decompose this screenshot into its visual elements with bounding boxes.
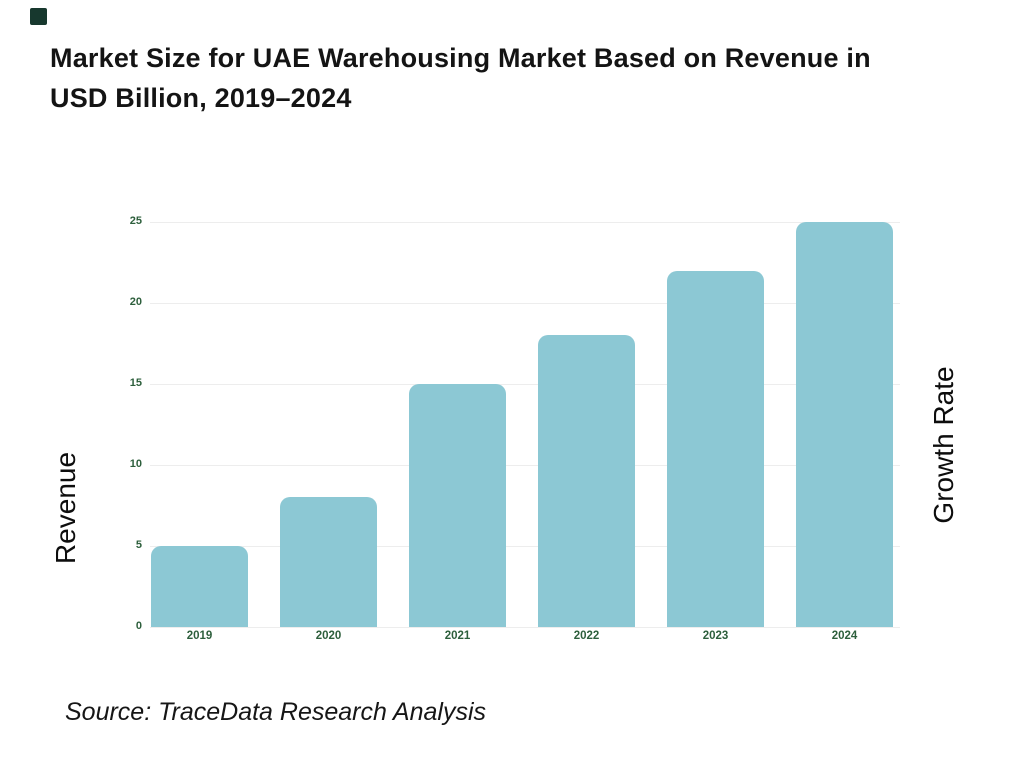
y-tick-label-5: 5 xyxy=(135,539,142,551)
y-axis-label-left: Revenue xyxy=(50,451,81,565)
chart-title: Market Size for UAE Warehousing Market B… xyxy=(50,38,980,118)
y-tick-label-20: 20 xyxy=(129,296,142,308)
x-tick-label-2020: 2020 xyxy=(315,630,342,642)
chart-title-line1: Market Size for UAE Warehousing Market B… xyxy=(50,43,871,73)
gridline-y-5 xyxy=(150,546,900,547)
bar-2023 xyxy=(667,270,764,627)
source-note: Source: TraceData Research Analysis xyxy=(65,698,487,726)
bar-2019 xyxy=(151,546,248,627)
x-tick-label-2022: 2022 xyxy=(573,630,600,642)
gridline-y-10 xyxy=(150,465,900,466)
y-tick-label-10: 10 xyxy=(129,458,142,470)
x-tick-label-2024: 2024 xyxy=(831,630,858,642)
x-tick-label-2023: 2023 xyxy=(702,630,729,642)
chart-title-line2: USD Billion, 2019–2024 xyxy=(50,83,352,113)
x-tick-label-2019: 2019 xyxy=(186,630,213,642)
bar-2020 xyxy=(280,497,377,627)
gridline-y-0 xyxy=(150,627,900,628)
gridline-y-20 xyxy=(150,303,900,304)
bar-2024 xyxy=(796,222,893,627)
y-axis-label-right: Growth Rate xyxy=(928,366,959,524)
x-tick-label-2021: 2021 xyxy=(444,630,471,642)
gridline-y-25 xyxy=(150,222,900,223)
y-tick-label-15: 15 xyxy=(129,377,142,389)
y-tick-label-25: 25 xyxy=(129,215,142,227)
bar-2022 xyxy=(538,335,635,627)
gridline-y-15 xyxy=(150,384,900,385)
bar-2021 xyxy=(409,384,506,627)
y-tick-label-0: 0 xyxy=(135,620,142,632)
brand-logo-square xyxy=(30,8,47,25)
